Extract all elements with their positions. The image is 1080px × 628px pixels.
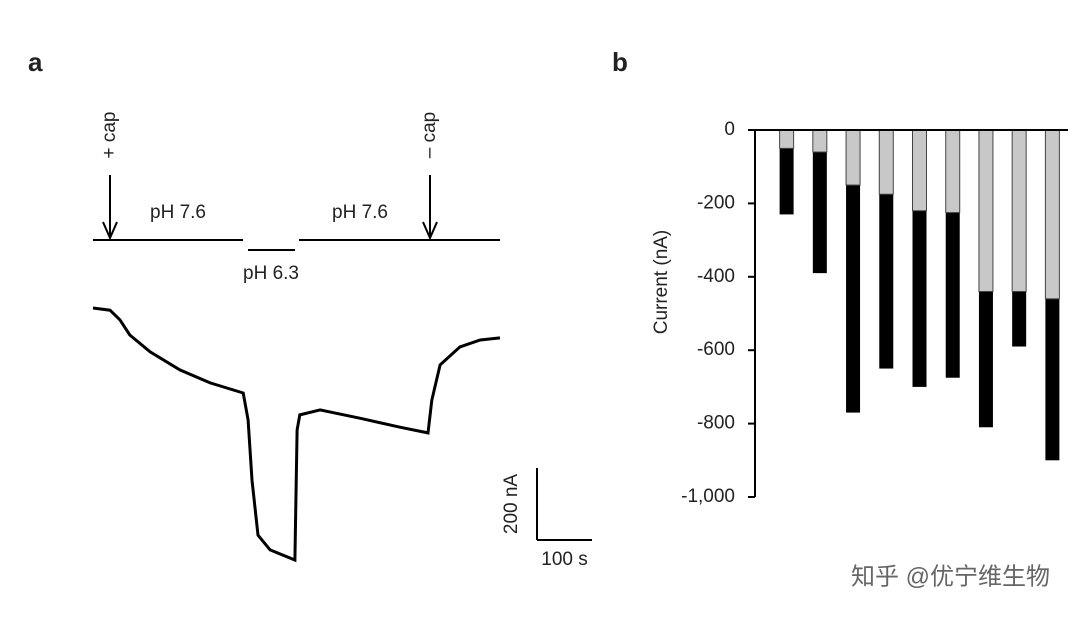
annotation: pH 7.6 (150, 202, 206, 223)
y-tick-label: -400 (697, 266, 735, 287)
bar (779, 129, 795, 149)
y-tick-label: -200 (697, 192, 735, 213)
annotation: – cap (419, 112, 440, 158)
bar (945, 129, 961, 214)
bar (1044, 129, 1060, 300)
bar (846, 130, 861, 413)
bar (812, 129, 828, 153)
bar (779, 130, 794, 215)
bar (812, 130, 827, 274)
y-tick-label: -1,000 (681, 486, 735, 507)
bar (878, 129, 894, 195)
panel-label: a (28, 47, 43, 77)
y-tick-label: -600 (697, 339, 735, 360)
y-tick-label: -800 (697, 413, 735, 434)
y-tick-label: 0 (724, 119, 735, 140)
annotation: pH 6.3 (243, 263, 299, 284)
annotation: pH 7.6 (332, 202, 388, 223)
panel-label: b (612, 47, 628, 77)
bar (1011, 129, 1027, 292)
scale-bar-label: 100 s (541, 549, 587, 570)
annotation: + cap (99, 111, 120, 158)
trace (92, 306, 501, 563)
bar (845, 129, 861, 186)
watermark: 知乎 @优宁维生物 (851, 563, 1050, 590)
bar (912, 129, 927, 212)
y-axis-title: Current (nA) (651, 230, 672, 335)
arrow-head (102, 221, 118, 241)
ph-bars (93, 175, 500, 251)
scale-bar-label: 200 nA (501, 474, 522, 535)
arrow-head (422, 221, 438, 241)
bar (978, 129, 994, 292)
